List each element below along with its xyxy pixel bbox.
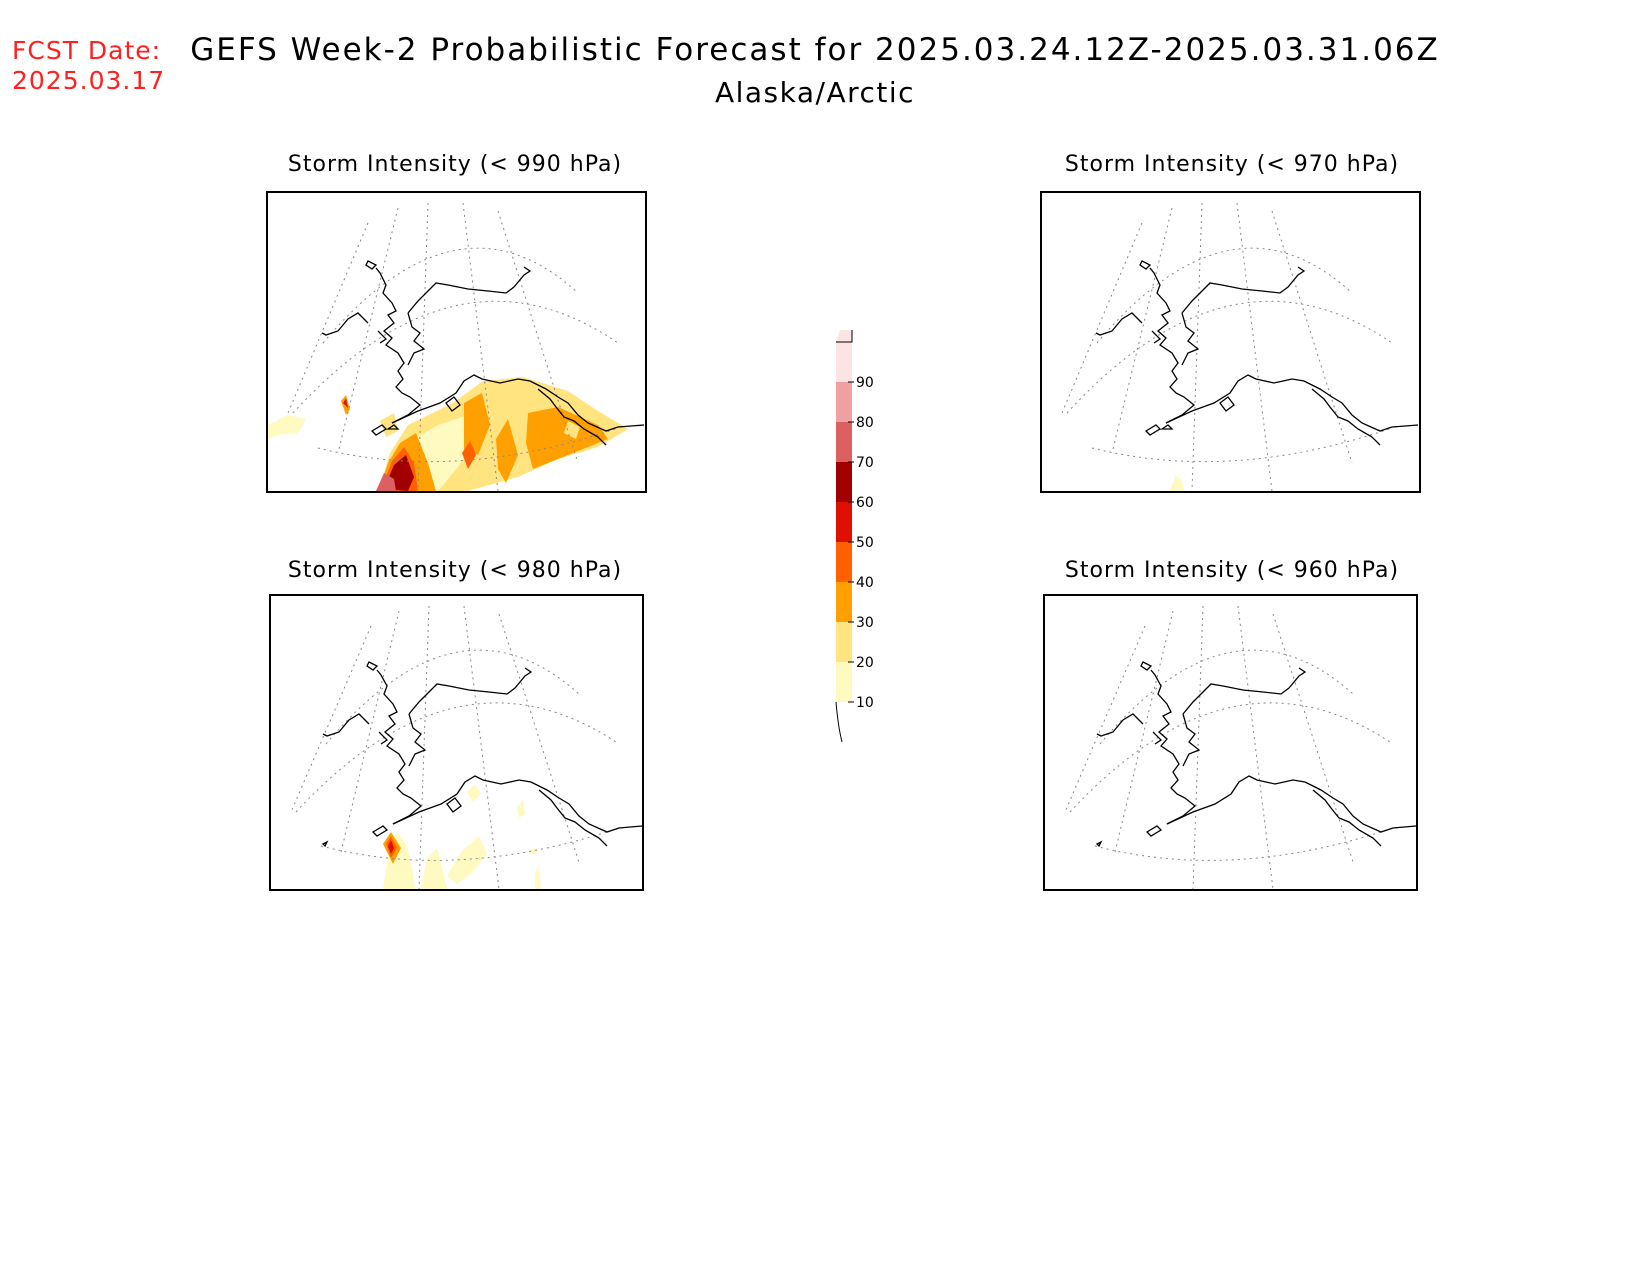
colorbar-label: 80 (856, 415, 874, 431)
probability-shading-990 (268, 377, 628, 491)
colorbar-label: 60 (856, 495, 874, 511)
forecast-date-value: 2025.03.17 (12, 66, 166, 95)
colorbar-label: 20 (856, 655, 874, 671)
colorbar-top-cap (836, 330, 853, 343)
coastline-970 (1095, 260, 1419, 446)
colorbar-label: 30 (856, 615, 874, 631)
region-subtitle: Alaska/Arctic (714, 76, 916, 109)
colorbar-swatch (836, 382, 852, 422)
colorbar-swatch (836, 662, 852, 702)
probability-colorbar: 10 20 30 40 50 60 70 80 90 (835, 330, 874, 743)
colorbar-swatch (836, 502, 852, 542)
probability-shading-970 (1170, 475, 1184, 491)
colorbar-swatch (836, 462, 852, 502)
colorbar-label: 50 (856, 535, 874, 551)
colorbar-labels: 10 20 30 40 50 60 70 80 90 (848, 375, 874, 711)
colorbar-label: 90 (856, 375, 874, 391)
lat-lon-grid-980 (290, 605, 620, 889)
colorbar-label: 10 (856, 695, 874, 711)
colorbar-swatch (836, 342, 852, 382)
map-980-svg (290, 605, 642, 889)
coastline-960 (1095, 661, 1416, 848)
forecast-date-block: FCST Date: 2025.03.17 (12, 36, 165, 96)
colorbar-swatch (836, 582, 852, 622)
panel-title-970: Storm Intensity (< 970 hPa) (1064, 152, 1400, 177)
panel-title-990: Storm Intensity (< 990 hPa) (287, 152, 623, 177)
page-title: GEFS Week-2 Probabilistic Forecast for 2… (190, 32, 1440, 68)
lat-lon-grid-970 (1061, 202, 1393, 491)
map-990-svg (268, 202, 645, 491)
panel-title-980: Storm Intensity (< 980 hPa) (287, 558, 623, 583)
map-panel-970 (1040, 191, 1421, 493)
map-960-svg (1064, 605, 1416, 889)
colorbar-bottom-cap (835, 701, 843, 743)
lat-lon-grid-960 (1064, 605, 1394, 889)
map-970-svg (1061, 202, 1419, 491)
map-panel-990 (266, 191, 647, 493)
colorbar-label: 70 (856, 455, 874, 471)
forecast-date-label: FCST Date: (12, 36, 162, 65)
colorbar-swatch (836, 422, 852, 462)
colorbar-label: 40 (856, 575, 874, 591)
coastline-980 (321, 661, 642, 848)
map-panel-960 (1043, 594, 1418, 891)
colorbar-swatch (836, 542, 852, 582)
colorbar-swatches (835, 330, 853, 743)
coastline-990 (321, 260, 645, 446)
lat-lon-grid-990 (287, 202, 619, 491)
colorbar-swatch (836, 622, 852, 662)
probability-shading-980 (383, 784, 541, 889)
panel-title-960: Storm Intensity (< 960 hPa) (1064, 558, 1400, 583)
map-panel-980 (269, 594, 644, 891)
